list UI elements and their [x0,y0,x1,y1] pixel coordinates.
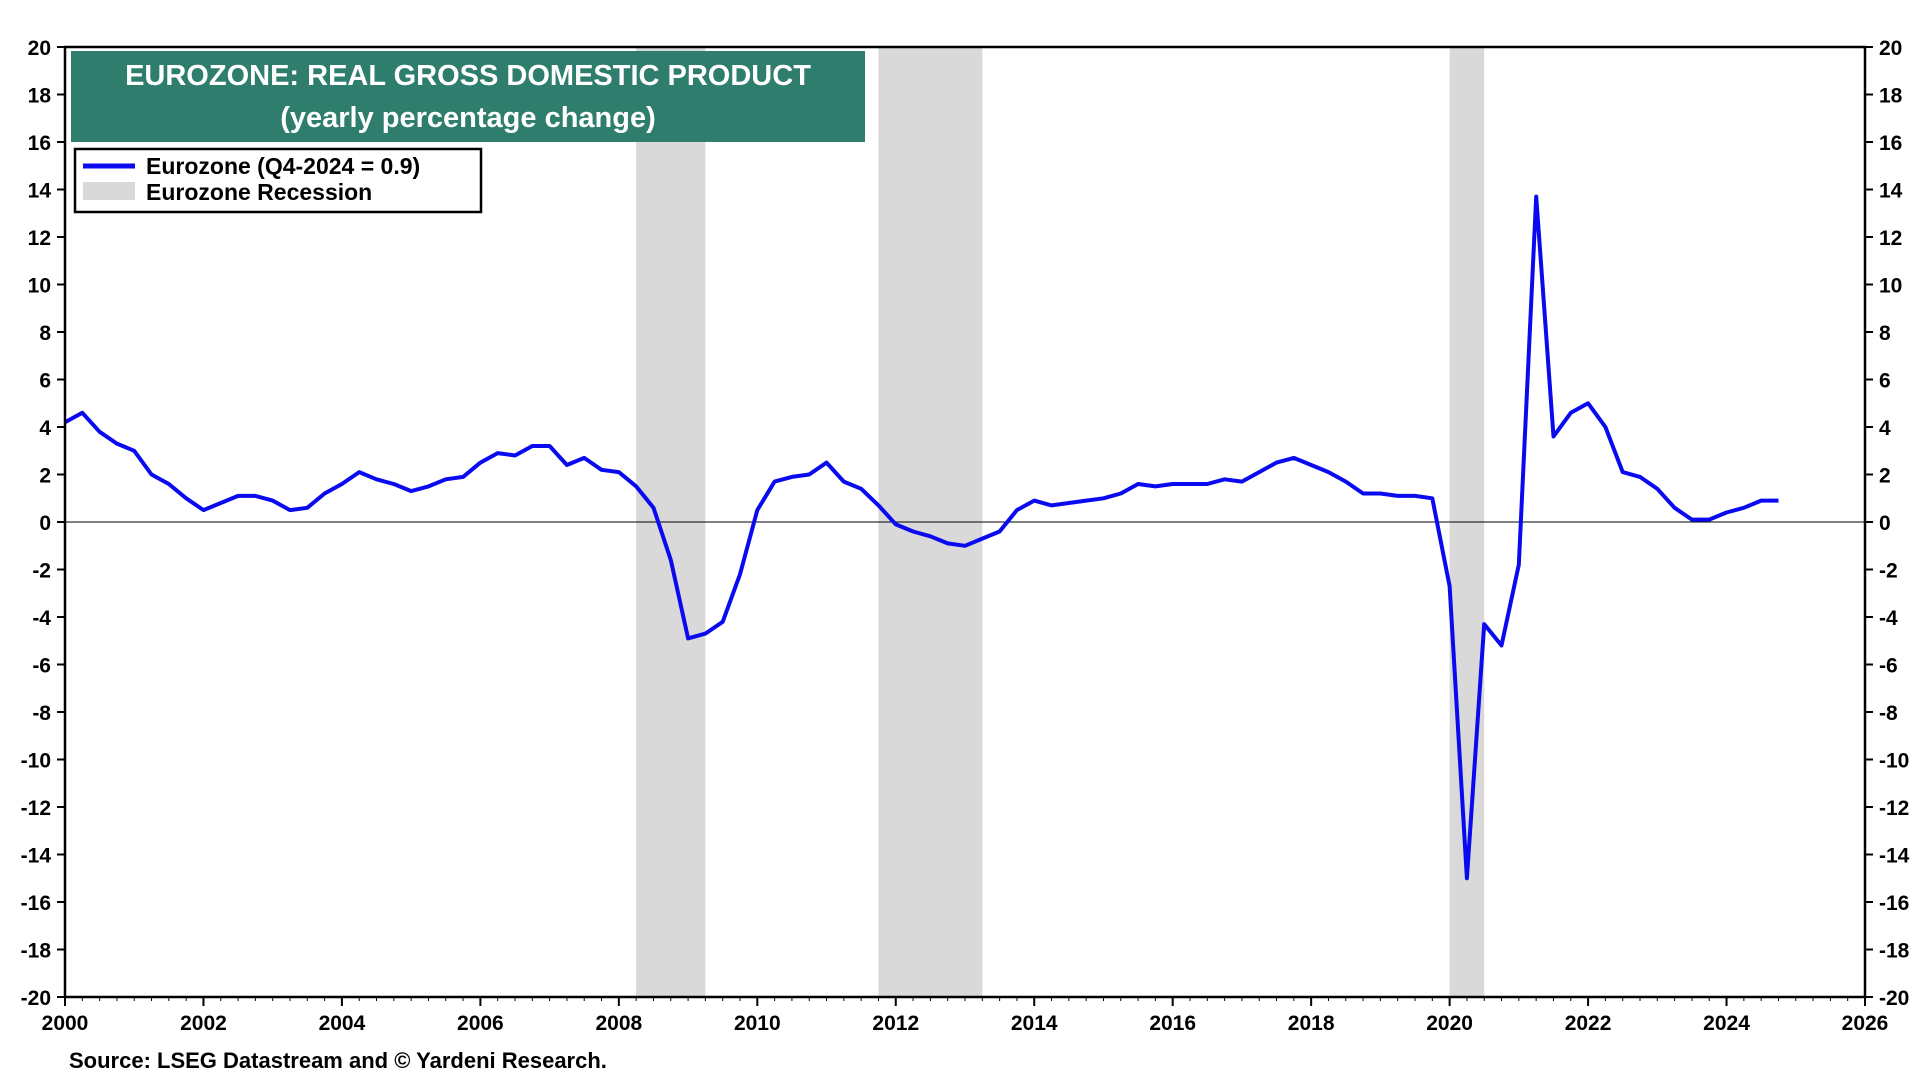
y-tick-label-left: 6 [39,370,51,393]
legend: Eurozone (Q4-2024 = 0.9) Eurozone Recess… [73,147,483,214]
y-tick-label-left: -2 [32,560,51,583]
y-tick-label-right: 16 [1879,132,1902,155]
source-note: Source: LSEG Datastream and © Yardeni Re… [69,1048,607,1073]
y-tick-label-left: 0 [39,512,51,535]
y-tick-label-left: -8 [32,702,51,725]
x-tick-label-2024: 2024 [1703,1012,1750,1035]
y-tick-label-right: -20 [1879,987,1909,1010]
y-tick-label-right: -6 [1879,655,1898,678]
x-tick-label-2002: 2002 [180,1012,227,1035]
y-tick-label-left: 12 [28,227,51,250]
y-tick-label-right: 12 [1879,227,1902,250]
title-background [71,51,865,142]
x-tick-label-2026: 2026 [1842,1012,1889,1035]
y-tick-label-right: 4 [1879,417,1891,440]
y-tick-label-right: 14 [1879,180,1903,203]
x-tick-label-2004: 2004 [319,1012,366,1035]
chart-subtitle: (yearly percentage change) [280,102,656,134]
legend-entry-eurozone: Eurozone (Q4-2024 = 0.9) [146,153,420,179]
y-tick-label-left: 10 [28,275,51,298]
y-tick-label-right: 18 [1879,85,1903,108]
y-tick-label-right: -12 [1879,797,1909,820]
x-tick-label-2006: 2006 [457,1012,504,1035]
y-tick-label-right: -2 [1879,560,1898,583]
y-tick-label-right: 20 [1879,37,1902,60]
legend-entry-recession: Eurozone Recession [146,179,372,205]
y-tick-label-right: 8 [1879,322,1891,345]
y-tick-label-right: -10 [1879,750,1909,773]
y-tick-label-left: 16 [28,132,51,155]
y-tick-label-right: 10 [1879,275,1902,298]
y-tick-label-left: -6 [32,655,51,678]
x-axis: 2000 2002 2004 2006 2008 2010 2012 2014 2016 2018… [42,997,1889,1035]
y-tick-label-right: 0 [1879,512,1891,535]
y-tick-label-left: 8 [39,322,51,345]
y-tick-label-left: -12 [21,797,51,820]
y-tick-label-left: -4 [32,607,51,630]
y-axis-right: -20-18-16-14-12-10-8-6-4-202468101214161… [1865,37,1910,1010]
y-tick-label-right: -14 [1879,845,1910,868]
y-tick-label-left: 14 [28,180,52,203]
x-tick-label-2008: 2008 [595,1012,642,1035]
x-tick-label-2020: 2020 [1426,1012,1473,1035]
y-tick-label-left: -10 [21,750,51,773]
x-tick-label-2000: 2000 [42,1012,89,1035]
y-tick-label-right: -4 [1879,607,1898,630]
y-tick-label-right: -8 [1879,702,1898,725]
title-box: EUROZONE: REAL GROSS DOMESTIC PRODUCT (y… [71,51,865,142]
legend-box [73,147,483,214]
y-tick-label-left: -14 [21,845,52,868]
y-tick-label-left: -18 [21,940,52,963]
series-line-eurozone [64,194,1779,881]
x-tick-label-2016: 2016 [1149,1012,1196,1035]
x-tick-label-2014: 2014 [1011,1012,1058,1035]
x-tick-label-2018: 2018 [1288,1012,1335,1035]
y-tick-label-right: -16 [1879,892,1909,915]
y-tick-label-left: 4 [39,417,51,440]
x-tick-label-2012: 2012 [872,1012,919,1035]
legend-recession-swatch [83,182,135,200]
y-tick-label-left: 2 [39,465,51,488]
x-tick-label-2010: 2010 [734,1012,781,1035]
chart-title: EUROZONE: REAL GROSS DOMESTIC PRODUCT [125,60,811,92]
y-tick-label-right: 2 [1879,465,1891,488]
y-tick-label-right: -18 [1879,940,1910,963]
y-tick-label-left: 18 [28,85,52,108]
y-tick-label-left: -20 [21,987,51,1010]
y-axis-left: -20-18-16-14-12-10-8-6-4-202468101214161… [21,37,65,1010]
x-tick-label-2022: 2022 [1565,1012,1612,1035]
y-tick-label-right: 6 [1879,370,1891,393]
y-tick-label-left: -16 [21,892,51,915]
y-tick-label-left: 20 [28,37,51,60]
